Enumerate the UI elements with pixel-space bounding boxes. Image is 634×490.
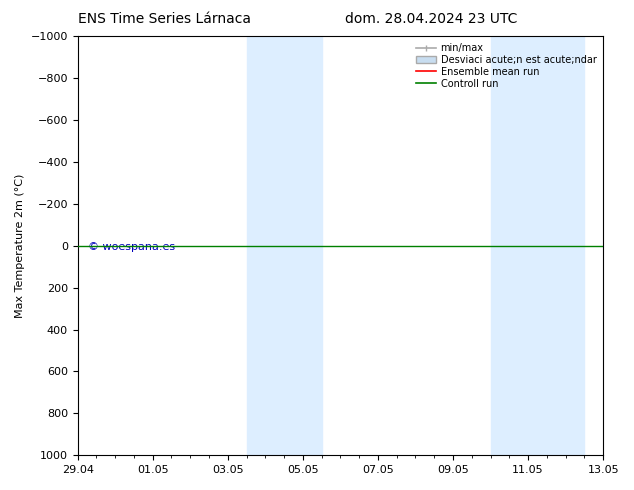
Text: ENS Time Series Lárnaca: ENS Time Series Lárnaca [79, 12, 251, 26]
Bar [247, 36, 321, 455]
Bar [491, 36, 585, 455]
Y-axis label: Max Temperature 2m (°C): Max Temperature 2m (°C) [15, 173, 25, 318]
Text: dom. 28.04.2024 23 UTC: dom. 28.04.2024 23 UTC [345, 12, 517, 26]
Text: © woespana.es: © woespana.es [88, 242, 175, 252]
Legend: min/max, Desviaci acute;n est acute;ndar, Ensemble mean run, Controll run: min/max, Desviaci acute;n est acute;ndar… [414, 41, 598, 91]
